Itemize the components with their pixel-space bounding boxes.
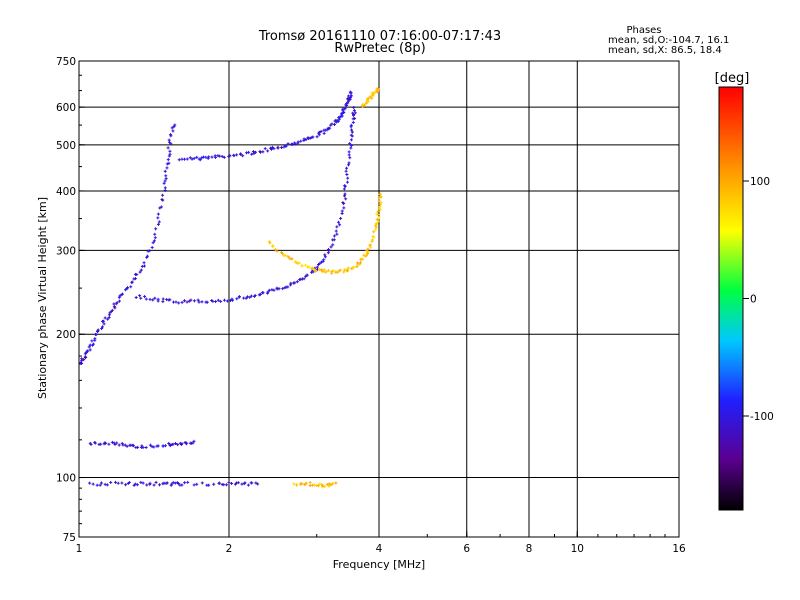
colorbar-ticks: 100 0 -100	[743, 176, 774, 423]
x-tick-label: 8	[526, 543, 533, 555]
x-tick-label: 16	[672, 543, 686, 555]
colorbar	[718, 86, 744, 511]
x-tick-label: 2	[226, 543, 233, 555]
y-axis-label: Stationary phase Virtual Height [km]	[36, 197, 49, 399]
y-tick-label: 400	[56, 186, 76, 198]
x-tick-label: 10	[571, 543, 584, 555]
colorbar-tick-label: 0	[750, 294, 757, 306]
data-points	[78, 87, 383, 489]
grid-lines	[79, 61, 679, 537]
chart-subtitle: RwPretec (8p)	[334, 41, 425, 56]
y-tick-label: 75	[63, 532, 76, 544]
y-tick-label: 200	[56, 329, 76, 341]
legend-line-o: mean, sd,O:-104.7, 16.1	[608, 35, 729, 46]
y-axis-ticks: 75 100 200 300 400 500 600 750	[56, 56, 85, 544]
legend-line-x: mean, sd,X: 86.5, 18.4	[608, 45, 722, 56]
x-tick-label: 4	[376, 543, 383, 555]
x-axis-label: Frequency [MHz]	[333, 558, 425, 571]
x-axis-ticks: 1 2 4 6 8 10 16	[76, 531, 686, 555]
chart-title: Tromsø 20161110 07:16:00-07:17:43	[258, 29, 501, 44]
y-tick-label: 100	[56, 473, 76, 485]
colorbar-tick-label: 100	[750, 176, 770, 188]
colorbar-label: [deg]	[715, 71, 750, 86]
y-tick-label: 300	[56, 245, 76, 257]
x-tick-label: 6	[463, 543, 470, 555]
y-tick-label: 750	[56, 56, 76, 68]
x-tick-label: 1	[76, 543, 83, 555]
colorbar-tick-label: -100	[750, 411, 774, 423]
y-tick-label: 600	[56, 102, 76, 114]
legend-title: Phases	[626, 25, 661, 36]
y-tick-label: 500	[56, 140, 76, 152]
